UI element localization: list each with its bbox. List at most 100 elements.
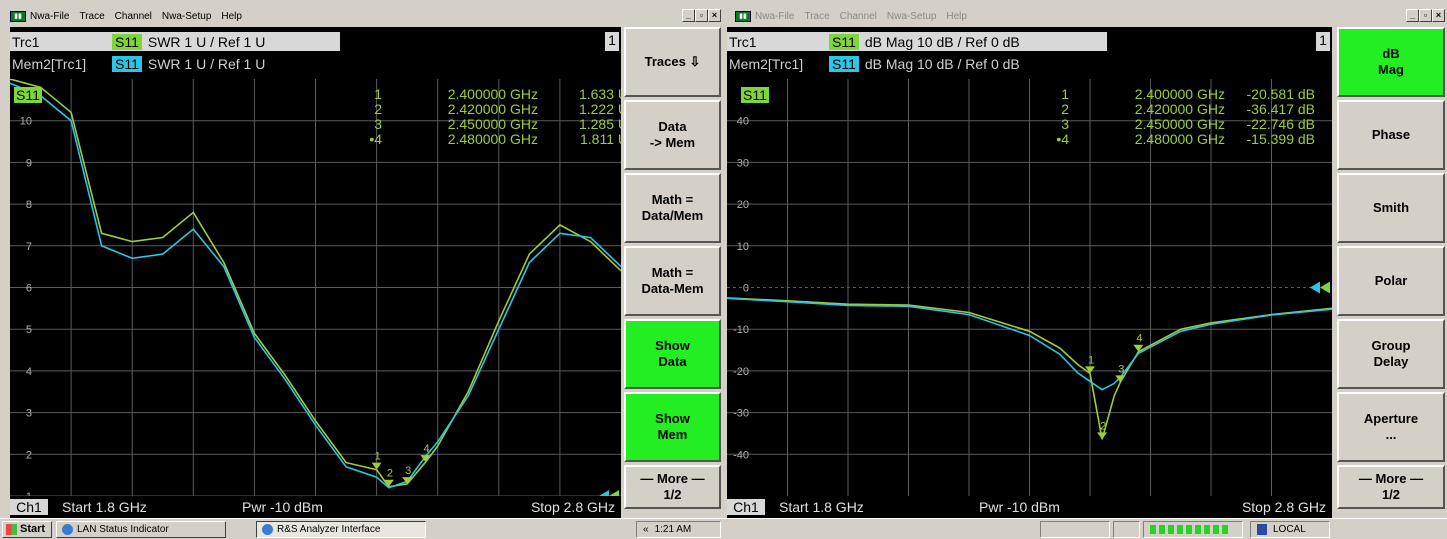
softkey-panel: Traces ⇩ Data -> Mem Math = Data/Mem Mat… [624,27,721,509]
trace2-header[interactable]: Mem2[Trc1] S11 dB Mag 10 dB / Ref 0 dB [727,54,1332,73]
trace-display: Trc1 S11 dB Mag 10 dB / Ref 0 dB 1 Mem2[… [727,27,1332,518]
taskbar-button-label: R&S Analyzer Interface [277,523,381,535]
menu-nwa-file[interactable]: Nwa-File [30,10,70,22]
softkey-show-mem[interactable]: Show Mem [624,392,721,462]
system-tray: « 1:21 AM [636,520,721,538]
y-tick-label: 30 [737,157,749,169]
marker-triangle [1085,366,1095,374]
menu-trace[interactable]: Trace [804,10,830,22]
close-button[interactable]: × [708,9,721,22]
y-tick-label: 1 [26,491,32,496]
y-tick-label: 7 [26,241,32,253]
start-frequency[interactable]: Start 1.8 GHz [62,499,147,515]
softkey-polar[interactable]: Polar [1337,246,1445,316]
marker-table: 1 2.400000 GHz 1.633 U 2 2.420000 GHz 1.222 … [360,87,621,147]
reference-arrow [1310,281,1320,294]
remote-status: LOCAL [1250,520,1330,538]
restore-button[interactable]: ▫ [1419,9,1432,22]
channel-label[interactable]: Ch1 [10,499,48,515]
softkey-more[interactable]: — More — 1/2 [1337,465,1445,509]
local-status: LOCAL [1273,523,1306,535]
softkey-traces[interactable]: Traces ⇩ [624,27,721,97]
taskbar: Start LAN Status Indicator R&S Analyzer … [0,518,1447,539]
activity-leds [1143,520,1243,538]
channel-label[interactable]: Ch1 [727,499,765,515]
softkey-group-delay[interactable]: Group Delay [1337,319,1445,389]
marker-table: 1 2.400000 GHz -20.581 dB 2 2.420000 GHz -36… [1047,87,1315,147]
marker-number: 2 [374,101,382,117]
softkey-data-to-mem[interactable]: Data -> Mem [624,100,721,170]
softkey-aperture[interactable]: Aperture ... [1337,392,1445,462]
y-tick-label: 8 [26,199,32,211]
power-level[interactable]: Pwr -10 dBm [979,499,1060,515]
stop-frequency[interactable]: Stop 2.8 GHz [530,499,615,515]
minimize-button[interactable]: _ [682,9,695,22]
softkey-panel: dB Mag Phase Smith Polar Group Delay Ape… [1337,27,1445,509]
windows-logo-icon [6,523,17,535]
marker-label: 4 [1136,333,1142,345]
right-analyzer-window: ▮▮ Nwa-File Trace Channel Nwa-Setup Help… [725,0,1447,518]
marker-frequency: 2.400000 GHz [447,86,538,102]
marker-frequency: 2.480000 GHz [447,131,538,147]
y-tick-label: 20 [737,199,749,211]
restore-button[interactable]: ▫ [695,9,708,22]
marker-frequency: 2.420000 GHz [1134,101,1225,117]
marker-row: 3 2.450000 GHz 1.285 U [360,117,621,132]
app-icon: ▮▮ [735,10,751,22]
start-button[interactable]: Start [2,520,52,538]
trace2-header[interactable]: Mem2[Trc1] S11 SWR 1 U / Ref 1 U [10,54,621,73]
power-level[interactable]: Pwr -10 dBm [242,499,323,515]
marker-label: 1 [375,451,381,463]
trace1-header[interactable]: Trc1 S11 dB Mag 10 dB / Ref 0 dB [727,32,1107,51]
softkey-db-mag[interactable]: dB Mag [1337,27,1445,97]
marker-triangle [371,462,382,470]
marker-value: 1.285 U [578,116,621,132]
close-button[interactable]: × [1432,9,1445,22]
reference-arrow [609,490,619,496]
reference-arrow [599,490,609,496]
marker-number: 2 [1061,101,1069,117]
menu-nwa-file[interactable]: Nwa-File [755,10,795,22]
marker-value: -36.417 dB [1246,101,1316,117]
window-controls: _ ▫ × [1406,9,1445,22]
softkey-math-data-div-mem[interactable]: Math = Data/Mem [624,173,721,243]
minimize-button[interactable]: _ [1406,9,1419,22]
marker-number: •4 [369,131,382,147]
menu-nwa-setup[interactable]: Nwa-Setup [886,10,937,22]
stop-frequency[interactable]: Stop 2.8 GHz [1241,499,1326,515]
menu-nwa-setup[interactable]: Nwa-Setup [161,10,212,22]
reference-arrow [1320,281,1330,294]
trace1-name: Trc1 [729,33,757,50]
marker-row: 1 2.400000 GHz 1.633 U [360,87,621,102]
menu-trace[interactable]: Trace [79,10,105,22]
menu-help[interactable]: Help [221,10,242,22]
marker-triangle [1133,344,1144,352]
softkey-smith[interactable]: Smith [1337,173,1445,243]
tray-expand-icon[interactable]: « [643,523,649,535]
softkey-math-data-minus-mem[interactable]: Math = Data-Mem [624,246,721,316]
taskbar-analyzer-interface[interactable]: R&S Analyzer Interface [256,520,426,538]
menu-channel[interactable]: Channel [839,10,877,22]
marker-row: •4 2.480000 GHz -15.399 dB [1047,132,1315,147]
trace2-format: dB Mag 10 dB / Ref 0 dB [864,55,1020,72]
softkey-phase[interactable]: Phase [1337,100,1445,170]
start-frequency[interactable]: Start 1.8 GHz [779,499,864,515]
marker-frequency: 2.480000 GHz [1134,131,1225,147]
lan-icon [62,523,73,535]
y-tick-label: 0 [743,283,749,295]
marker-number: 1 [1061,86,1069,102]
y-tick-label: 10 [20,116,32,128]
menu-help[interactable]: Help [946,10,967,22]
menu-channel[interactable]: Channel [114,10,152,22]
menu-bar: ▮▮ Nwa-File Trace Channel Nwa-Setup Help [725,8,1447,24]
softkey-show-data[interactable]: Show Data [624,319,721,389]
taskbar-lan-status[interactable]: LAN Status Indicator [56,520,226,538]
softkey-more[interactable]: — More — 1/2 [624,465,721,509]
marker-label: 3 [405,465,411,477]
marker-number: 3 [1061,116,1069,132]
swr-plot[interactable]: 123456789101234 [10,79,621,496]
marker-row: 1 2.400000 GHz -20.581 dB [1047,87,1315,102]
y-tick-label: 40 [737,116,749,128]
trace1-header[interactable]: Trc1 S11 SWR 1 U / Ref 1 U [10,32,340,51]
